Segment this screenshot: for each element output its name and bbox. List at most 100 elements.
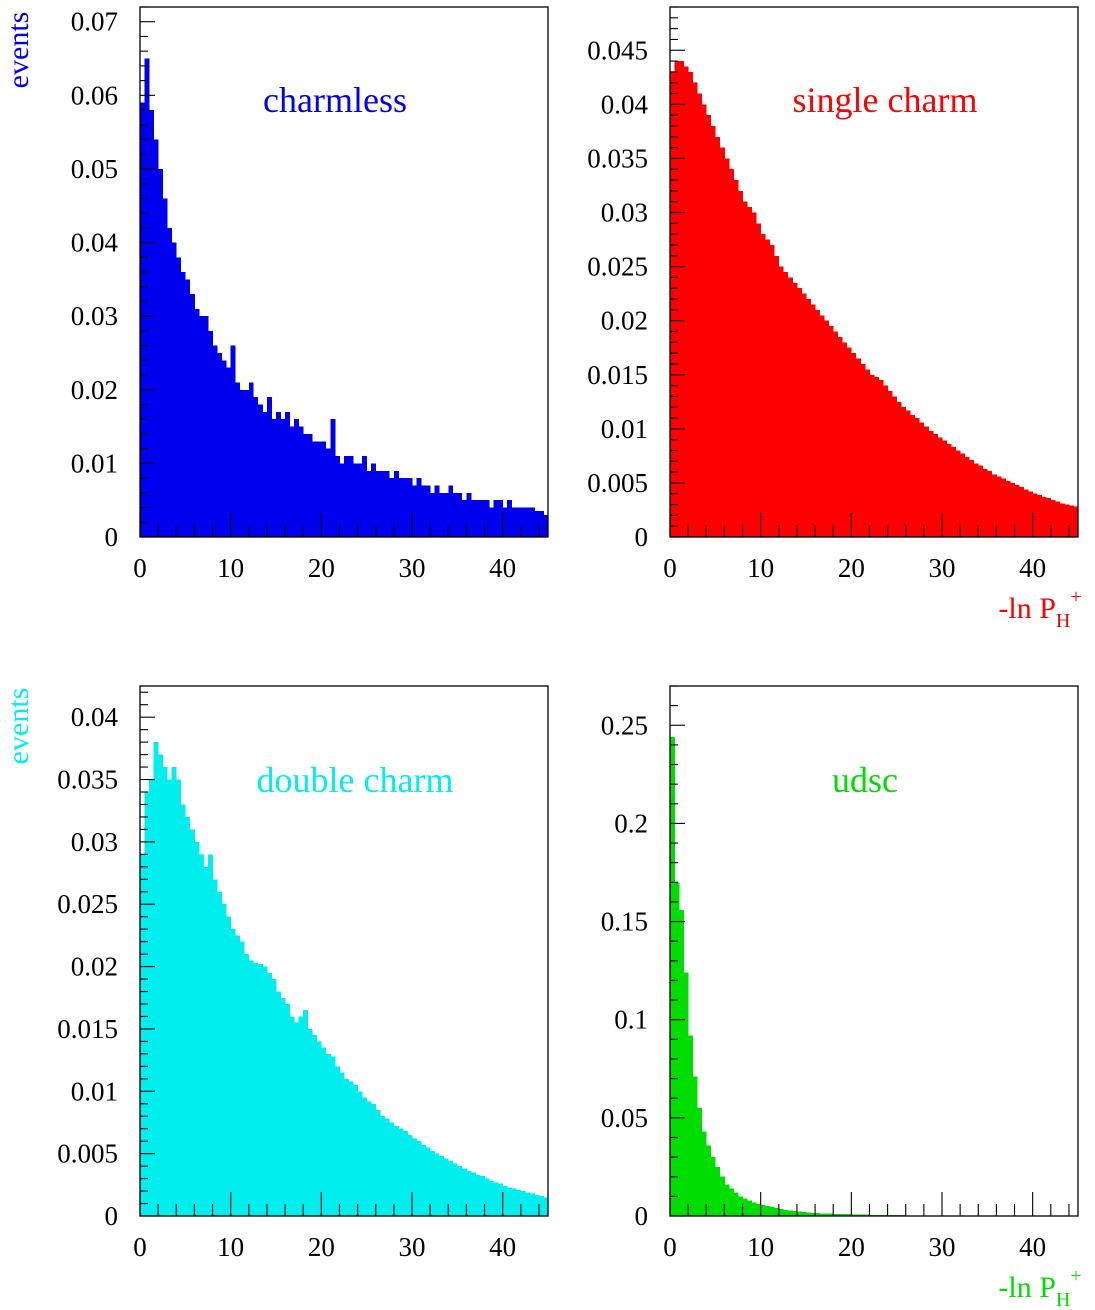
histogram-bar (715, 1166, 721, 1216)
y-tick-label: 0.035 (587, 143, 648, 173)
histogram-bar (298, 1016, 304, 1216)
y-tick-label: 0 (635, 1201, 649, 1231)
histogram-bar (697, 93, 703, 537)
y-tick-label: 0.02 (601, 306, 648, 336)
histogram-bar (312, 1035, 318, 1216)
histogram-bar (452, 492, 458, 537)
histogram-bar (810, 304, 816, 537)
histogram-bar (502, 507, 508, 537)
histogram-bar (176, 779, 182, 1216)
histogram-bar (371, 1103, 377, 1216)
histogram-bar (348, 456, 354, 537)
histogram-bar (348, 1081, 354, 1216)
histogram-bar (307, 1028, 313, 1216)
histogram-bar (194, 308, 200, 537)
histogram-bar (892, 396, 898, 537)
histogram-bar (498, 500, 504, 537)
histogram-bar (461, 500, 467, 537)
histogram-bar (189, 829, 195, 1216)
histogram-bar (475, 500, 481, 537)
y-tick-label: 0.1 (614, 1005, 648, 1035)
histogram-bar (701, 1131, 707, 1216)
histogram-bar (185, 816, 191, 1216)
histogram-bar (1023, 489, 1029, 537)
histogram-bar (484, 1178, 490, 1216)
histogram-bar (226, 916, 232, 1216)
histogram-bar (448, 485, 454, 537)
y-tick-label: 0.015 (57, 1014, 118, 1044)
histogram-bar (792, 1211, 798, 1216)
histogram-bar (715, 136, 721, 538)
y-tick-label: 0 (105, 1201, 119, 1231)
histogram-bar (1028, 491, 1034, 537)
histogram-bar (180, 272, 186, 537)
histogram-bar (475, 1174, 481, 1216)
x-tick-label: 20 (308, 553, 335, 583)
histogram-bar (778, 1209, 784, 1216)
y-tick-label: 0.025 (57, 889, 118, 919)
y-tick-label: 0.05 (601, 1103, 648, 1133)
x-tick-label: 20 (308, 1232, 335, 1262)
histogram-bar (710, 125, 716, 537)
histogram-bar (384, 1118, 390, 1216)
histogram-bar (783, 1210, 789, 1216)
x-tick-label: 40 (1019, 553, 1046, 583)
histogram-bar (257, 964, 263, 1216)
histogram-bar (942, 440, 947, 537)
histogram-bar (198, 316, 204, 537)
histogram-bar (778, 266, 784, 537)
x-tick-label: 0 (133, 1232, 147, 1262)
histogram-bar (1019, 487, 1024, 537)
chart-title: single charm (793, 80, 978, 120)
histogram-bar (674, 882, 680, 1216)
histogram-bar (896, 401, 902, 537)
y-tick-label: 0.045 (587, 35, 648, 65)
histogram-bar (443, 1158, 449, 1216)
histogram-bar (380, 1116, 386, 1216)
histogram-bar (801, 1212, 807, 1216)
histogram-bar (353, 463, 358, 537)
histogram-bar (520, 1191, 526, 1216)
histogram-bar (303, 433, 309, 537)
histogram-bar (357, 463, 363, 537)
histogram-bar (276, 991, 281, 1216)
histogram-bar (357, 1091, 363, 1216)
histogram-bar (751, 1202, 757, 1216)
histogram-bar (389, 478, 395, 537)
histogram-bar (810, 1212, 816, 1216)
histogram-bar (235, 935, 241, 1216)
x-axis-label: -ln PH+ (998, 1265, 1081, 1310)
histogram-bar (457, 492, 463, 537)
histogram-bar (439, 1156, 445, 1216)
chart-title: double charm (257, 760, 454, 800)
histogram-bar (833, 1213, 839, 1216)
histogram-bars (670, 61, 1079, 538)
histogram-bar (398, 478, 404, 537)
histogram-bar (303, 1010, 309, 1216)
y-tick-label: 0.01 (71, 1076, 118, 1106)
histogram-bar (842, 342, 848, 537)
histogram-bar (244, 389, 250, 537)
histogram-bar (806, 299, 811, 537)
histogram-bar (344, 456, 349, 537)
histogram-bar (466, 492, 472, 537)
histogram-bar (189, 294, 195, 537)
histogram-bar (828, 326, 834, 537)
y-tick-label: 0 (635, 522, 649, 552)
histogram-bar (203, 866, 209, 1216)
histogram-bar (765, 239, 771, 538)
histogram-bar (398, 1128, 404, 1216)
y-tick-label: 0.035 (57, 765, 118, 795)
histogram-bar (271, 419, 277, 537)
histogram-bar (543, 514, 549, 537)
histogram-bar (751, 212, 757, 537)
histogram-bar (470, 500, 476, 537)
histogram-bar (796, 1211, 802, 1216)
histogram-bar (334, 1066, 340, 1216)
histogram-bar (180, 804, 186, 1216)
histogram-bar (819, 315, 825, 537)
histogram-bar (493, 500, 499, 537)
histogram-bar (402, 478, 408, 537)
x-tick-label: 40 (489, 553, 516, 583)
histogram-bar (783, 272, 789, 537)
